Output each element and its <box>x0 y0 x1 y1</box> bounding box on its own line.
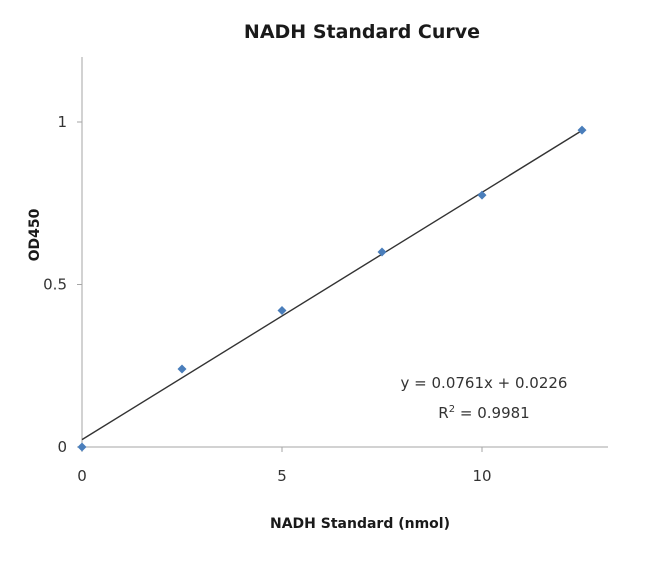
y-axis-title: OD450 <box>27 208 43 261</box>
plot-area: 0 5 10 00.51 <box>43 57 608 485</box>
r-squared-label: R2 = 0.9981 <box>438 404 529 422</box>
data-point <box>177 364 187 374</box>
x-tick-label: 10 <box>472 467 491 485</box>
r-squared-symbol: R <box>438 404 448 422</box>
y-tick-label: 1 <box>57 113 67 131</box>
trendline <box>81 129 583 441</box>
y-ticks: 00.51 <box>43 113 82 456</box>
x-tick-label: 5 <box>277 467 287 485</box>
data-point <box>377 247 387 257</box>
data-point <box>577 125 587 135</box>
data-point <box>277 306 287 315</box>
chart-title: NADH Standard Curve <box>244 21 480 43</box>
data-point <box>77 442 87 452</box>
x-axis-title: NADH Standard (nmol) <box>270 516 450 532</box>
r-squared-value: = 0.9981 <box>455 404 530 422</box>
r-squared-superscript: 2 <box>449 404 455 415</box>
data-point <box>477 190 487 200</box>
x-ticks: 0 5 10 <box>77 447 492 485</box>
x-tick-label: 0 <box>77 467 87 485</box>
data-points <box>77 125 587 452</box>
y-tick-label: 0.5 <box>43 276 67 294</box>
y-tick-label: 0 <box>57 438 67 456</box>
trendline-equation: y = 0.0761x + 0.0226 <box>401 374 568 392</box>
